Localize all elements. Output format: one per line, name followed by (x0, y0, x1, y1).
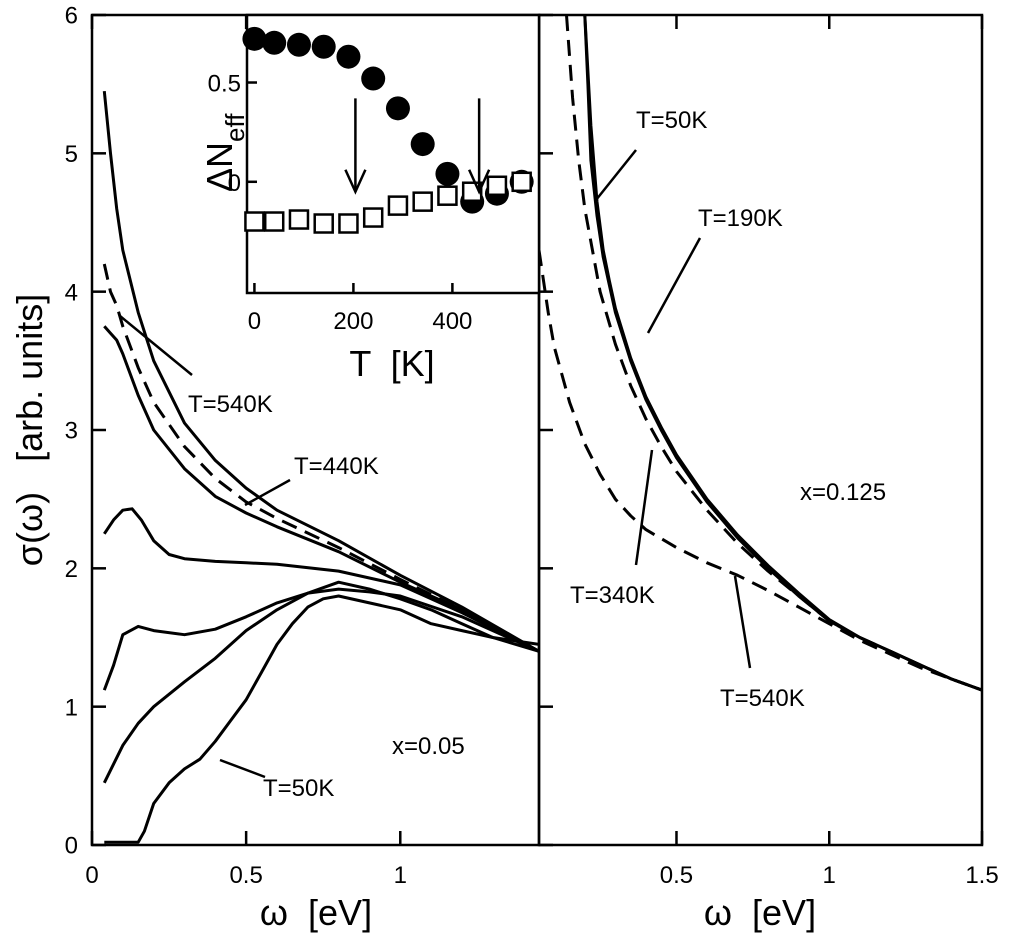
leader-line-t50k-left (219, 758, 266, 779)
y-tick-label: 5 (65, 141, 78, 168)
inset-filled-point (385, 96, 410, 121)
x-tick-label: 0.5 (229, 862, 262, 889)
inset-ylabel-main: ΔN (199, 142, 240, 192)
inset-filled-point (435, 161, 460, 186)
inset-x-tick-label: 0 (248, 308, 261, 335)
series-label-t50k-left: T=50K (263, 775, 334, 802)
x-tick-label: 0.5 (660, 862, 693, 889)
figure-ylabel: σ(ω) [arb. units] (9, 294, 50, 566)
series-line-2 (565, 15, 982, 692)
inset-ylabel: ΔN eff (199, 113, 250, 192)
y-tick-label: 6 (65, 3, 78, 30)
series-line-4 (102, 587, 539, 691)
inset-xlabel: T [K] (349, 343, 434, 384)
inset-series (242, 26, 534, 234)
y-tick-label: 2 (65, 556, 78, 583)
left-panel-annotations (119, 315, 291, 779)
inset-open-point (387, 195, 409, 216)
inset-filled-point (286, 32, 311, 57)
y-tick-label: 1 (65, 694, 78, 721)
inset-filled-point (242, 26, 267, 51)
leader-line-t540k (119, 315, 193, 376)
y-tick-label: 0 (65, 833, 78, 860)
series-label-t340k: T=340K (570, 582, 655, 609)
x-tick-label: 1 (823, 862, 836, 889)
inset-frame (245, 13, 541, 295)
inset-filled-point (311, 34, 336, 59)
inset-x-tick-label: 200 (333, 308, 373, 335)
inset-filled-point (410, 132, 435, 157)
inset-open-point (244, 211, 265, 232)
series-label-t50k-right: T=50K (636, 107, 707, 134)
leader-line-t440k (244, 478, 291, 507)
inset-arrows (344, 98, 491, 195)
x-tick-label: 1.5 (965, 862, 998, 889)
leader-line-t540k-right (733, 575, 752, 669)
inset-filled-point (361, 66, 386, 91)
right-xlabel: ω [eV] (704, 892, 816, 933)
series-line-3 (539, 249, 982, 692)
inset-open-point (288, 209, 310, 230)
right-panel-annotations (595, 149, 752, 669)
x-tick-label: 0 (85, 862, 98, 889)
right-panel-note: x=0.125 (800, 479, 886, 506)
inset-filled-point (262, 30, 287, 55)
series-label-t540k: T=540K (188, 391, 273, 418)
inset-open-point (437, 185, 458, 206)
inset-filled-point (336, 44, 361, 69)
leader-line-t340k (634, 449, 654, 566)
inset-ticks: 0 200 400 0 0.5 (208, 71, 473, 335)
inset-ylabel-subscript: eff (220, 113, 250, 142)
series-group (539, 15, 982, 692)
series-label-t440k: T=440K (294, 453, 379, 480)
inset-y-tick-label: 0.5 (208, 71, 241, 98)
series-line-6 (104, 594, 539, 844)
inset-open-point (362, 207, 384, 228)
right-panel-ticks: 0.5 1 1.5 (539, 13, 999, 889)
y-tick-label: 4 (65, 279, 78, 306)
series-line-5 (102, 580, 539, 784)
inset-open-point (338, 213, 359, 234)
inset-open-point (263, 211, 285, 232)
inset-open-point (412, 191, 433, 212)
leader-line-t190k (646, 237, 702, 334)
inset-open-point (313, 213, 334, 234)
series-label-t540k-right: T=540K (720, 685, 805, 712)
left-panel-series (102, 90, 539, 844)
x-tick-label: 1 (394, 862, 407, 889)
right-panel-series (539, 15, 982, 692)
series-line-2 (103, 325, 539, 653)
left-panel-note: x=0.05 (392, 733, 465, 760)
inset-open-point (511, 171, 532, 193)
inset-arrow-head (467, 169, 491, 195)
series-label-t190k: T=190K (698, 205, 783, 232)
inset-open-point (486, 175, 508, 197)
inset-arrow-head (344, 169, 367, 195)
y-tick-label: 3 (65, 418, 78, 445)
inset-x-tick-label: 400 (432, 308, 472, 335)
right-panel-frame (537, 13, 984, 847)
inset-y-tick-label: 0 (228, 170, 241, 197)
left-xlabel: ω [eV] (260, 892, 372, 933)
series-group (102, 90, 539, 844)
series-line-0 (102, 90, 539, 653)
leader-line-t50k-right (595, 149, 637, 201)
series-line-3 (103, 507, 539, 653)
